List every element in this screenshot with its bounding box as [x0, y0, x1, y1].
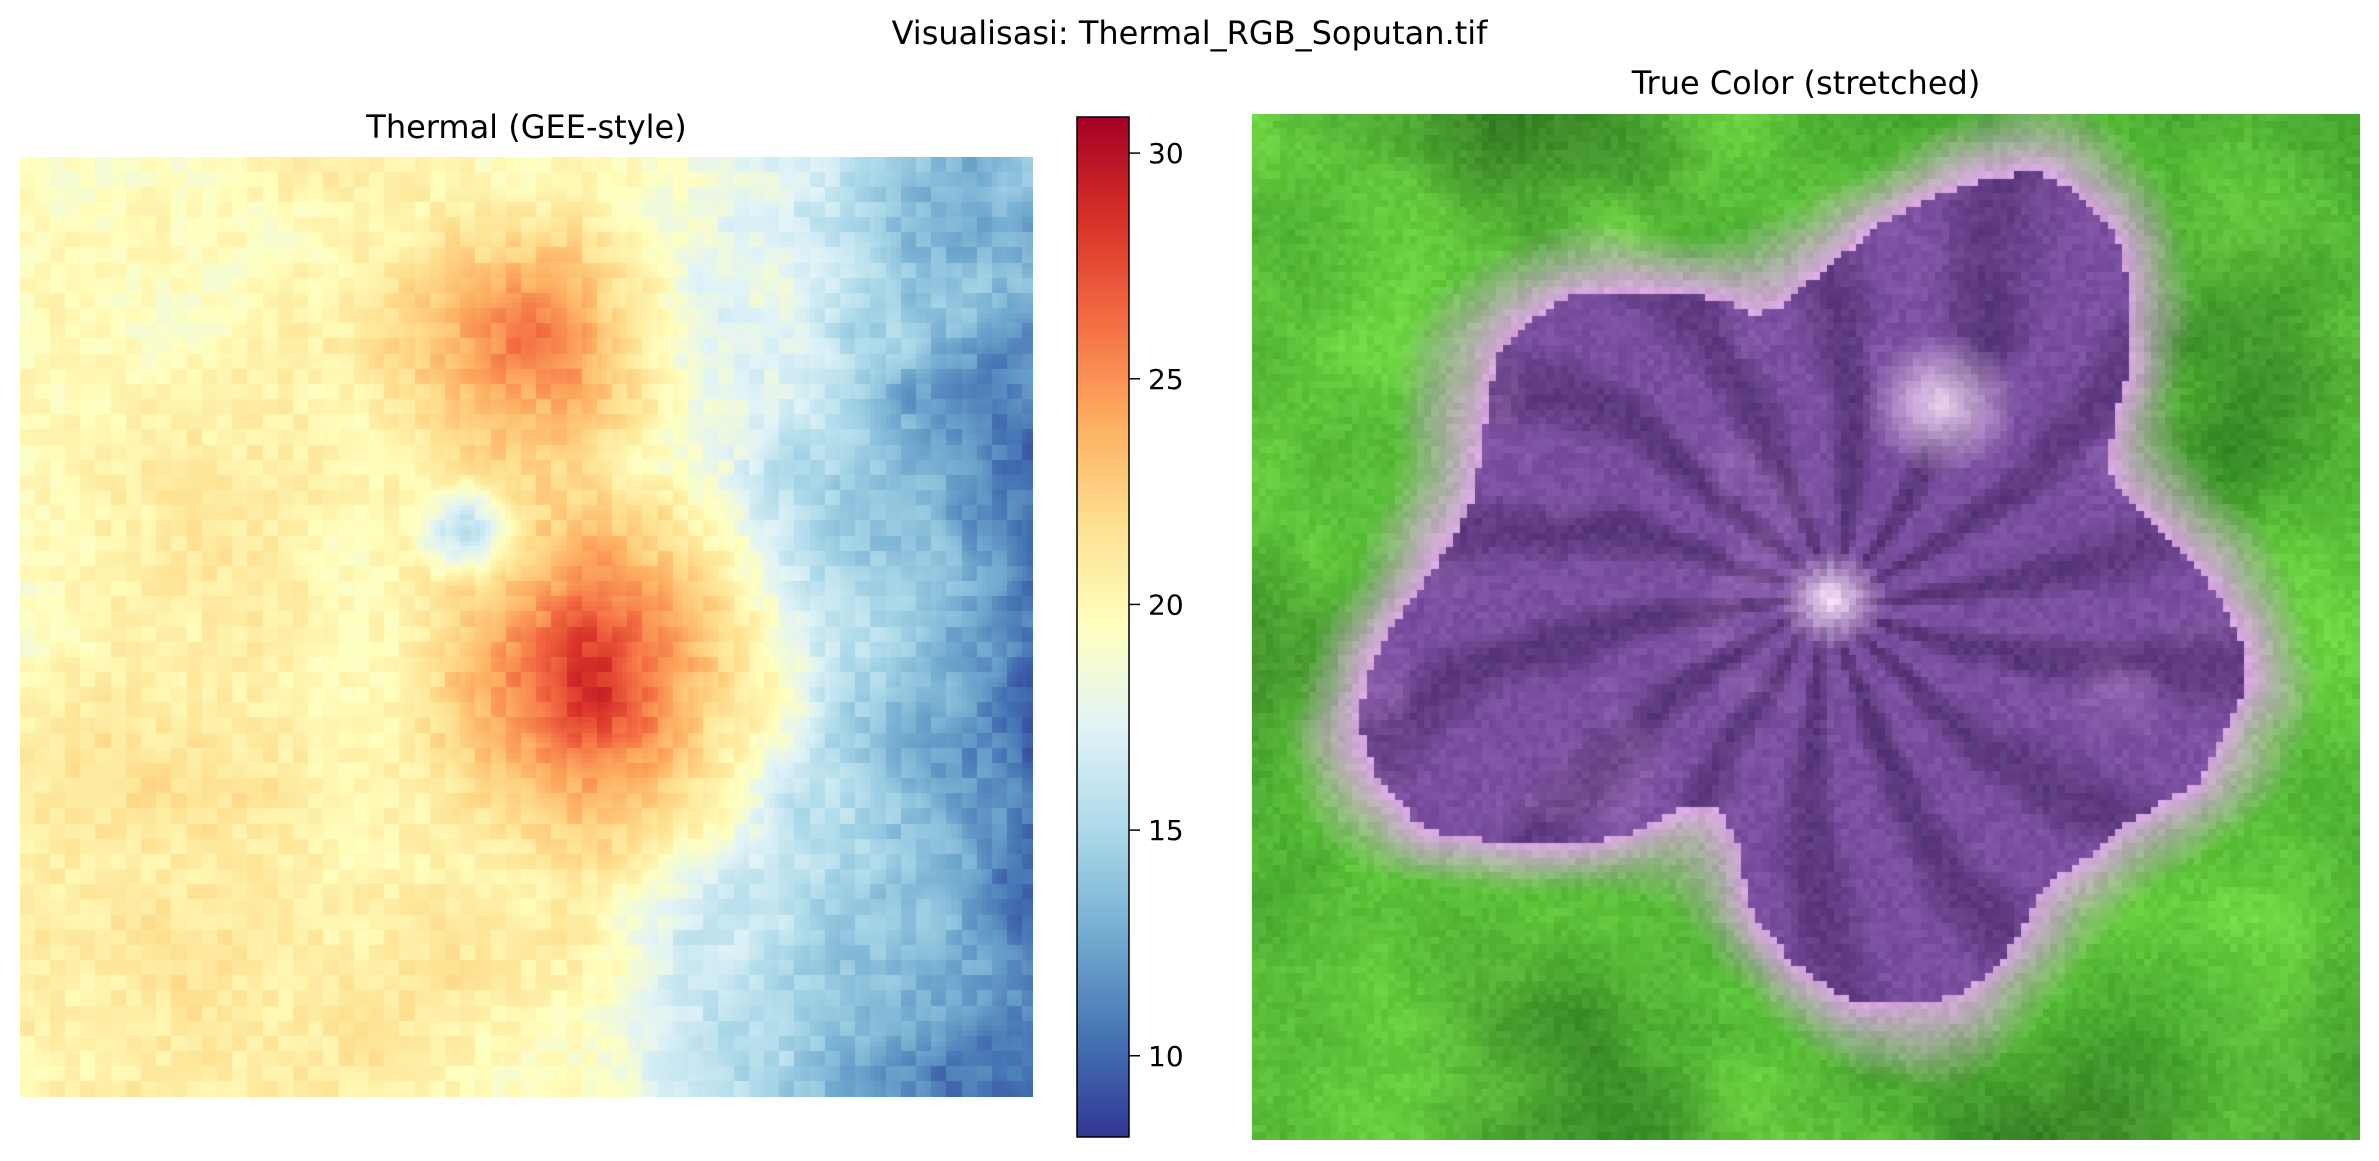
thermal-title: Thermal (GEE-style) — [366, 108, 687, 146]
figure-suptitle: Visualisasi: Thermal_RGB_Soputan.tif — [891, 14, 1488, 52]
colorbar-gradient — [1076, 116, 1130, 1138]
truecolor-image — [1252, 114, 2360, 1140]
colorbar-tick-label: 20 — [1148, 588, 1184, 621]
thermal-heatmap — [20, 157, 1033, 1097]
colorbar-tick-label: 10 — [1148, 1040, 1184, 1073]
colorbar-tick-label: 25 — [1148, 363, 1184, 396]
colorbar-tick-label: 30 — [1148, 137, 1184, 170]
truecolor-title: True Color (stretched) — [1631, 64, 1981, 102]
colorbar-tick-label: 15 — [1148, 814, 1184, 847]
